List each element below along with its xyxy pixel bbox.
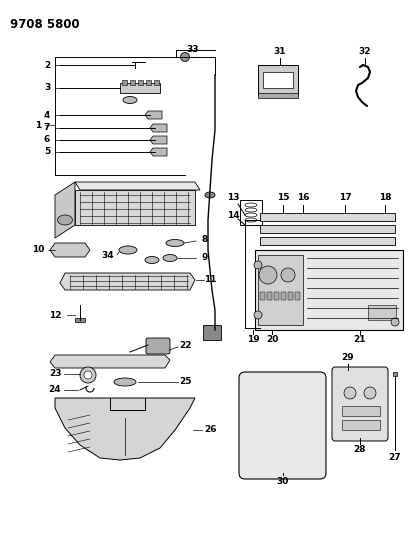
Ellipse shape	[123, 96, 137, 103]
Text: 21: 21	[354, 335, 366, 344]
Ellipse shape	[119, 246, 137, 254]
Circle shape	[254, 261, 262, 269]
Bar	[368, 305, 396, 320]
Polygon shape	[50, 243, 90, 257]
Text: 6: 6	[44, 135, 50, 144]
Circle shape	[364, 387, 376, 399]
Polygon shape	[60, 273, 195, 290]
FancyBboxPatch shape	[332, 367, 388, 441]
Text: 22: 22	[179, 341, 191, 350]
Text: 12: 12	[49, 311, 61, 319]
Text: 18: 18	[379, 193, 391, 203]
Text: 1: 1	[35, 120, 41, 130]
Text: 3: 3	[44, 84, 50, 93]
Text: 9: 9	[202, 254, 208, 262]
Circle shape	[80, 367, 96, 383]
Polygon shape	[75, 182, 200, 190]
Text: 33: 33	[187, 45, 199, 54]
Text: 28: 28	[354, 446, 366, 455]
Circle shape	[254, 311, 262, 319]
Text: 9708 5800: 9708 5800	[10, 18, 80, 31]
Bar	[146, 80, 151, 85]
Text: 5: 5	[44, 148, 50, 157]
Bar	[122, 80, 127, 85]
Text: 10: 10	[32, 246, 44, 254]
Bar	[138, 80, 143, 85]
Text: 24: 24	[48, 385, 61, 394]
Ellipse shape	[114, 378, 136, 386]
Bar	[154, 80, 159, 85]
Polygon shape	[150, 124, 167, 132]
Polygon shape	[150, 136, 167, 144]
Text: 15: 15	[277, 193, 289, 203]
Circle shape	[344, 387, 356, 399]
Ellipse shape	[58, 215, 72, 225]
Text: 13: 13	[227, 193, 239, 203]
Text: 32: 32	[359, 47, 371, 56]
Ellipse shape	[180, 52, 189, 61]
Text: 4: 4	[44, 110, 50, 119]
Bar	[288, 292, 293, 300]
Bar	[260, 237, 395, 245]
Polygon shape	[50, 355, 170, 368]
Bar	[342, 420, 380, 430]
Bar	[240, 200, 262, 225]
Ellipse shape	[166, 239, 184, 246]
Bar	[393, 372, 397, 376]
Text: 11: 11	[204, 276, 216, 285]
Polygon shape	[55, 182, 75, 238]
Bar	[258, 93, 298, 98]
Text: 34: 34	[102, 251, 114, 260]
Polygon shape	[75, 190, 195, 225]
Text: 7: 7	[44, 124, 50, 133]
Bar	[260, 292, 265, 300]
Text: 26: 26	[204, 425, 216, 434]
Bar	[267, 292, 272, 300]
Polygon shape	[145, 111, 162, 119]
Text: 27: 27	[389, 453, 401, 462]
Polygon shape	[150, 148, 167, 156]
Text: 14: 14	[227, 211, 239, 220]
Ellipse shape	[391, 318, 399, 326]
Text: 23: 23	[49, 369, 61, 378]
Circle shape	[259, 266, 277, 284]
Bar	[295, 292, 300, 300]
Text: 30: 30	[277, 478, 289, 487]
Bar	[274, 292, 279, 300]
Bar	[258, 255, 303, 325]
Text: 31: 31	[274, 47, 286, 56]
FancyBboxPatch shape	[146, 338, 170, 354]
Circle shape	[281, 268, 295, 282]
Bar	[75, 318, 85, 322]
Bar	[260, 213, 395, 221]
Ellipse shape	[163, 254, 177, 262]
Text: 16: 16	[297, 193, 309, 203]
Ellipse shape	[205, 192, 215, 198]
Bar	[342, 406, 380, 416]
Text: 20: 20	[266, 335, 278, 344]
Bar	[120, 83, 160, 93]
Text: 29: 29	[342, 353, 354, 362]
Bar	[258, 65, 298, 95]
Circle shape	[84, 371, 92, 379]
Bar	[203, 325, 221, 340]
Text: 17: 17	[339, 193, 351, 203]
Text: 19: 19	[247, 335, 259, 344]
Text: 8: 8	[202, 236, 208, 245]
Text: 2: 2	[44, 61, 50, 69]
Bar	[130, 80, 135, 85]
Bar	[255, 250, 403, 330]
Bar	[263, 72, 293, 88]
Ellipse shape	[145, 256, 159, 263]
Bar	[281, 292, 286, 300]
Polygon shape	[55, 398, 195, 460]
FancyBboxPatch shape	[239, 372, 326, 479]
Bar	[260, 225, 395, 233]
Text: 25: 25	[179, 377, 191, 386]
